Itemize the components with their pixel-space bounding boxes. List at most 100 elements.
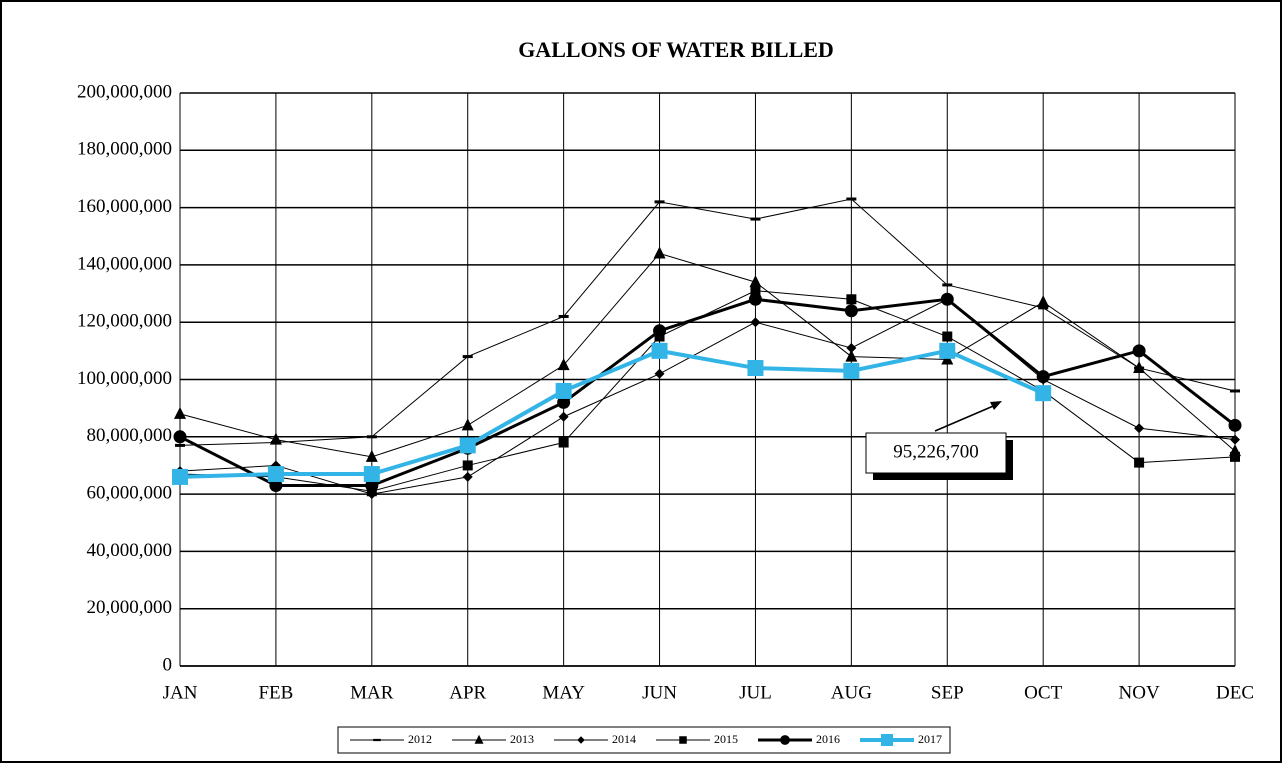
legend: 2012 2013 2014 2015 2016 2017 <box>337 726 951 754</box>
marker <box>558 411 569 422</box>
marker <box>1134 423 1145 434</box>
marker <box>173 430 187 444</box>
x-tick-label: MAY <box>542 682 585 703</box>
marker <box>843 362 860 379</box>
marker <box>845 349 858 362</box>
marker <box>653 324 667 338</box>
marker <box>1230 389 1240 393</box>
x-tick-label: JUN <box>642 682 677 703</box>
marker <box>462 355 473 359</box>
y-tick-label: 160,000,000 <box>77 196 172 217</box>
marker <box>1038 306 1049 310</box>
arrow-head <box>990 401 1002 410</box>
legend-marker <box>474 734 484 744</box>
series-line <box>179 348 1044 479</box>
marker <box>939 342 956 359</box>
chart-title: GALLONS OF WATER BILLED <box>518 37 834 62</box>
x-tick-label: JUL <box>739 682 772 703</box>
y-tick-label: 0 <box>163 654 173 675</box>
legend-marker <box>679 736 687 744</box>
marker <box>557 358 570 371</box>
x-tick-label: APR <box>449 682 486 703</box>
y-tick-label: 200,000,000 <box>77 81 172 102</box>
y-tick-label: 80,000,000 <box>87 425 173 446</box>
marker <box>846 197 857 201</box>
y-tick-label: 140,000,000 <box>77 253 172 274</box>
series-line <box>179 198 1236 446</box>
marker <box>1132 344 1146 358</box>
marker <box>750 285 761 296</box>
legend-box <box>337 726 951 754</box>
marker <box>267 466 284 483</box>
marker <box>942 331 953 342</box>
y-tick-label: 40,000,000 <box>87 540 173 561</box>
x-tick-label: FEB <box>258 682 293 703</box>
marker <box>1228 418 1242 432</box>
y-tick-label: 60,000,000 <box>87 482 173 503</box>
x-tick-label: MAR <box>350 682 394 703</box>
marker <box>750 217 761 221</box>
marker <box>750 317 761 328</box>
marker <box>1037 295 1050 308</box>
marker <box>653 246 666 259</box>
legend-label: 2015 <box>714 732 738 746</box>
marker <box>558 314 569 318</box>
x-tick-label: SEP <box>931 682 964 703</box>
marker <box>366 435 377 439</box>
legend-marker <box>577 736 585 744</box>
marker <box>462 471 473 482</box>
marker <box>459 437 476 454</box>
marker <box>846 342 857 353</box>
marker <box>174 406 186 419</box>
y-tick-label: 180,000,000 <box>77 139 172 160</box>
marker <box>654 368 665 379</box>
x-tick-label: OCT <box>1024 682 1062 703</box>
marker <box>462 460 473 471</box>
legend-label: 2012 <box>408 732 432 746</box>
marker <box>1035 385 1052 402</box>
marker <box>269 432 282 445</box>
marker <box>651 342 668 359</box>
marker <box>844 304 858 318</box>
x-tick-label: JAN <box>163 682 198 703</box>
marker <box>749 275 762 288</box>
legend-marker <box>373 738 381 742</box>
x-tick-label: AUG <box>831 682 872 703</box>
legend-label: 2014 <box>612 732 636 746</box>
marker <box>747 360 764 377</box>
marker <box>363 466 380 483</box>
marker <box>269 479 283 493</box>
marker <box>557 395 571 409</box>
y-tick-label: 20,000,000 <box>87 597 173 618</box>
y-tick-label: 120,000,000 <box>77 311 172 332</box>
legend-label: 2013 <box>510 732 534 746</box>
legend-label: 2017 <box>918 732 942 746</box>
marker <box>175 443 185 447</box>
annotation-box <box>865 432 1007 474</box>
marker <box>940 292 954 306</box>
legend-label: 2016 <box>816 732 840 746</box>
legend-marker <box>881 734 893 746</box>
marker <box>461 418 474 431</box>
marker <box>1230 434 1240 445</box>
x-tick-label: NOV <box>1119 682 1160 703</box>
marker <box>846 294 857 305</box>
marker <box>172 468 188 485</box>
marker <box>748 292 762 306</box>
marker <box>558 437 569 448</box>
annotation-arrow <box>934 403 999 432</box>
legend-marker <box>780 735 790 745</box>
marker <box>1133 361 1146 374</box>
marker <box>1230 451 1240 462</box>
marker <box>1134 457 1145 468</box>
series-line <box>179 297 1236 488</box>
annotation: 95,226,700 <box>893 441 979 462</box>
marker <box>942 283 953 287</box>
series-line <box>179 252 1236 458</box>
marker <box>654 200 665 204</box>
y-tick-label: 100,000,000 <box>77 368 172 389</box>
marker <box>555 382 572 399</box>
x-tick-label: DEC <box>1216 682 1254 703</box>
